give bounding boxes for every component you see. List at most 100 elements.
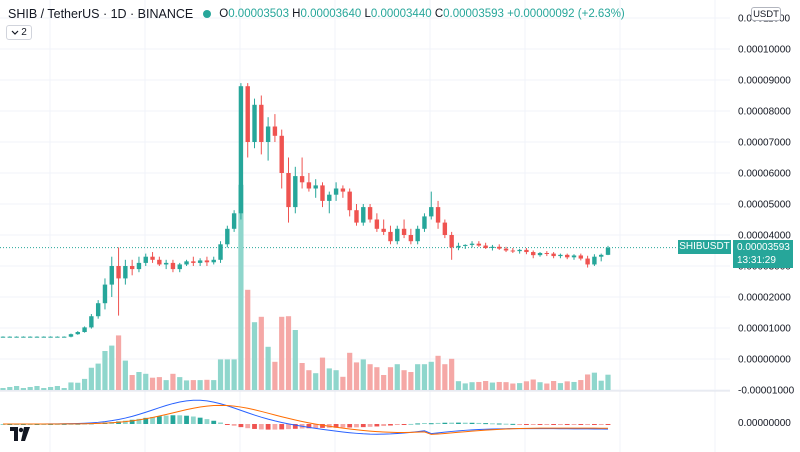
indicators-toggle-button[interactable]: 2 [6,25,32,40]
candle-body [340,188,346,192]
volume-bar [551,381,557,390]
macd-histogram-bar [150,416,155,424]
candle-body [449,235,454,248]
candle-body [592,256,597,265]
candle-body [116,266,121,279]
price-axis: 0.000110000.000100000.000090000.00008000… [738,14,795,430]
candle-body [225,228,230,245]
volume-bar [61,388,67,390]
candle-body [361,207,366,223]
candle-body [265,126,271,142]
last-price-tag: 0.00003593 13:31:29 [733,240,793,268]
macd-histogram-bar [408,423,414,425]
macd-histogram-bar [252,424,257,429]
volume-bar [313,373,319,390]
volume-bar [367,364,373,390]
volume-bar [503,382,509,390]
candle-body [279,135,284,173]
macd-histogram-bar [598,424,604,425]
volume-bar [163,380,169,390]
macd-histogram-bar [496,423,502,425]
macd-histogram-bar [231,424,237,426]
candle-body [61,336,67,338]
candle-body [571,255,577,258]
candle-body [585,258,590,265]
candle-body [469,243,475,245]
macd-histogram-bar [578,424,584,425]
macd-histogram-bar [517,424,523,425]
volume-bar [245,289,251,390]
candle-body [21,336,26,338]
volume-bar [421,364,428,390]
volume-bar [408,372,414,390]
macd-histogram-bar [218,422,223,424]
candle-body [191,261,196,263]
volume-bar [95,363,101,390]
macd-histogram-bar [510,423,516,425]
candle-body [82,327,87,333]
macd-histogram-bar [306,424,312,429]
candle-body [605,247,611,255]
macd-histogram-bar [360,424,366,428]
volume-bar [34,386,40,390]
market-status-dot [203,10,212,18]
volume-bar [496,381,502,390]
volume-bar [292,330,298,390]
macd-histogram-bar [558,424,563,425]
macd-histogram-bar [211,420,217,424]
candle-body [367,207,373,220]
macd-histogram-bar [374,424,380,427]
volume-bar [381,375,387,390]
macd-histogram-bar [388,424,393,426]
macd-histogram-bar [272,424,278,430]
volume-bar [415,364,421,390]
candle-body [197,260,203,263]
macd-histogram-bar [184,415,189,424]
macd-histogram-bar [469,422,475,424]
candlestick-series [0,83,611,338]
volume-bar [47,387,54,390]
candle-body [497,246,502,249]
symbol-title[interactable]: SHIB / TetherUS · 1D · BINANCE [8,7,194,21]
volume-bar [177,377,183,390]
candle-body [333,188,339,195]
macd-histogram-bar [476,422,482,424]
macd-histogram-bar [129,419,135,424]
macd-histogram-bar [428,423,434,425]
macd-histogram-bar [204,419,210,424]
price-axis-label: 0.00005000 [738,200,791,211]
price-axis-label: 0.00009000 [738,76,791,87]
candle-body [163,262,169,265]
candle-body [320,185,325,201]
volume-bar [20,388,26,390]
volume-bar [387,367,394,390]
macd-histogram-bar [190,416,196,424]
volume-bar [455,381,462,390]
candle-body [306,182,312,189]
volume-bar [156,377,162,390]
macd-histogram-bar [435,422,441,424]
macd-histogram-bar [442,422,448,424]
chevron-down-icon [11,30,19,35]
candle-body [129,266,135,270]
candle-body [422,216,427,229]
macd-histogram-bar [571,424,577,425]
volume-bar [170,373,176,390]
macd-histogram-bar [156,416,162,424]
volume-bar [578,380,584,390]
candle-body [415,228,420,242]
candle-body [75,332,80,335]
candle-body [7,336,12,338]
volume-bar [483,381,489,390]
currency-badge[interactable]: USDT [751,7,781,21]
candle-body [401,228,407,235]
volume-bar [109,345,115,390]
volume-bar [88,367,94,390]
volume-bar [27,387,33,390]
candle-body [41,336,46,338]
volume-bar [54,386,60,390]
volume-bar [102,351,108,390]
candle-body [524,249,529,253]
macd-histogram-bar [265,424,271,430]
